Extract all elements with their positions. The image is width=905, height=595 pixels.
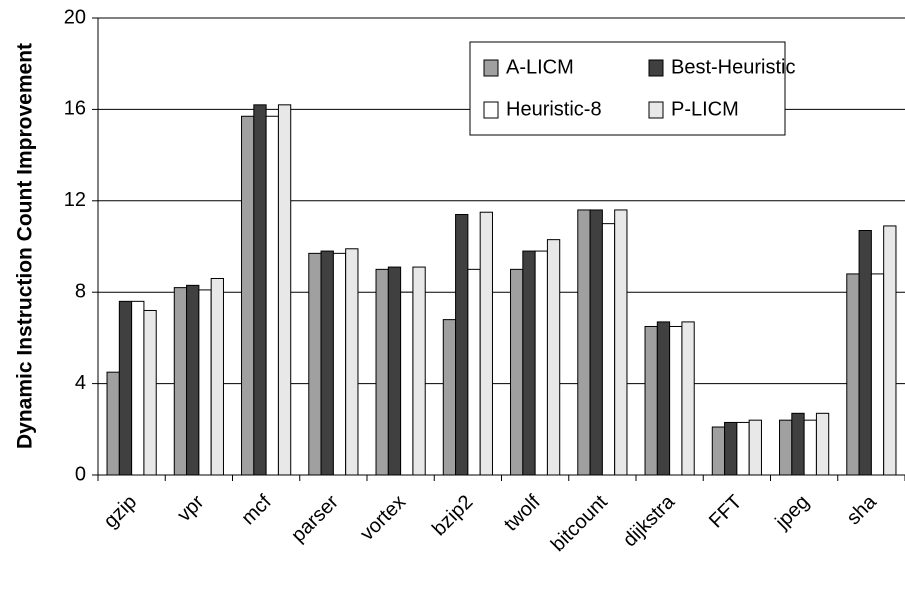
bar	[601, 223, 616, 476]
bar	[308, 252, 322, 476]
bar	[644, 325, 658, 476]
legend: A-LICM Best-Heuristic Heuristic-8 P-LICM	[469, 41, 795, 136]
y-tick-label: 4	[75, 372, 86, 394]
bar	[577, 209, 591, 476]
bar	[546, 239, 561, 476]
bar	[815, 412, 830, 476]
x-tick-label: parser	[287, 491, 343, 547]
x-tick-label: gzip	[100, 491, 142, 533]
bar	[118, 300, 133, 476]
bar	[173, 287, 188, 476]
bar	[186, 284, 200, 476]
bar	[724, 421, 738, 476]
bar	[345, 248, 359, 476]
legend-swatch	[648, 59, 664, 77]
legend-label: A-LICM	[506, 56, 574, 78]
bar	[467, 268, 481, 476]
bar	[210, 277, 224, 476]
bar	[131, 300, 145, 476]
bar	[614, 209, 628, 476]
bar	[589, 209, 603, 476]
bar	[748, 419, 762, 476]
legend-label: Best-Heuristic	[671, 56, 795, 78]
bar	[375, 268, 389, 476]
legend-swatch	[648, 101, 664, 119]
x-tick-label: jpeg	[771, 491, 814, 534]
bar	[442, 319, 457, 476]
bar	[412, 266, 426, 476]
legend-label: Heuristic-8	[506, 98, 602, 120]
y-axis-label: Dynamic Instruction Count Improvement	[14, 43, 37, 449]
bar	[320, 250, 334, 476]
bar	[858, 230, 872, 476]
bar	[253, 104, 267, 476]
bar	[510, 268, 524, 476]
x-tick-label: vortex	[356, 491, 410, 545]
bar	[400, 291, 414, 476]
bar	[681, 321, 695, 476]
legend-swatch	[483, 101, 499, 119]
bar	[846, 273, 860, 476]
bar	[479, 211, 493, 476]
bar	[534, 250, 548, 476]
bar	[779, 419, 793, 476]
bar	[803, 419, 817, 476]
y-tick-label: 0	[75, 463, 86, 485]
legend-box	[469, 41, 786, 136]
x-tick-label: FFT	[705, 491, 746, 532]
bar	[656, 321, 671, 476]
x-tick-label: bzip2	[428, 491, 477, 540]
x-tick-label: sha	[843, 490, 882, 529]
bar	[455, 214, 469, 476]
y-tick-label: 20	[64, 6, 86, 28]
legend-swatch	[483, 59, 499, 77]
x-tick-label: twolf	[500, 491, 545, 536]
bar	[143, 309, 157, 476]
bar	[522, 250, 536, 476]
bar	[332, 252, 347, 476]
bar	[106, 371, 120, 476]
bar	[277, 104, 292, 476]
bar	[883, 225, 897, 476]
legend-label: P-LICM	[671, 98, 739, 120]
y-tick-label: 16	[64, 98, 86, 120]
bar	[736, 421, 750, 476]
y-tick-label: 12	[64, 189, 86, 211]
bar	[265, 115, 279, 476]
x-tick-label: vpr	[173, 491, 208, 526]
bar	[870, 273, 885, 476]
bar	[711, 426, 726, 476]
bar	[669, 325, 683, 476]
bar	[198, 289, 212, 476]
x-tick-label: dijkstra	[619, 490, 680, 551]
x-tick-label: mcf	[237, 491, 276, 530]
bar	[241, 115, 255, 476]
bar	[791, 412, 805, 476]
x-tick-label: bitcount	[547, 491, 612, 556]
bar	[387, 266, 402, 476]
y-tick-label: 8	[75, 280, 86, 302]
